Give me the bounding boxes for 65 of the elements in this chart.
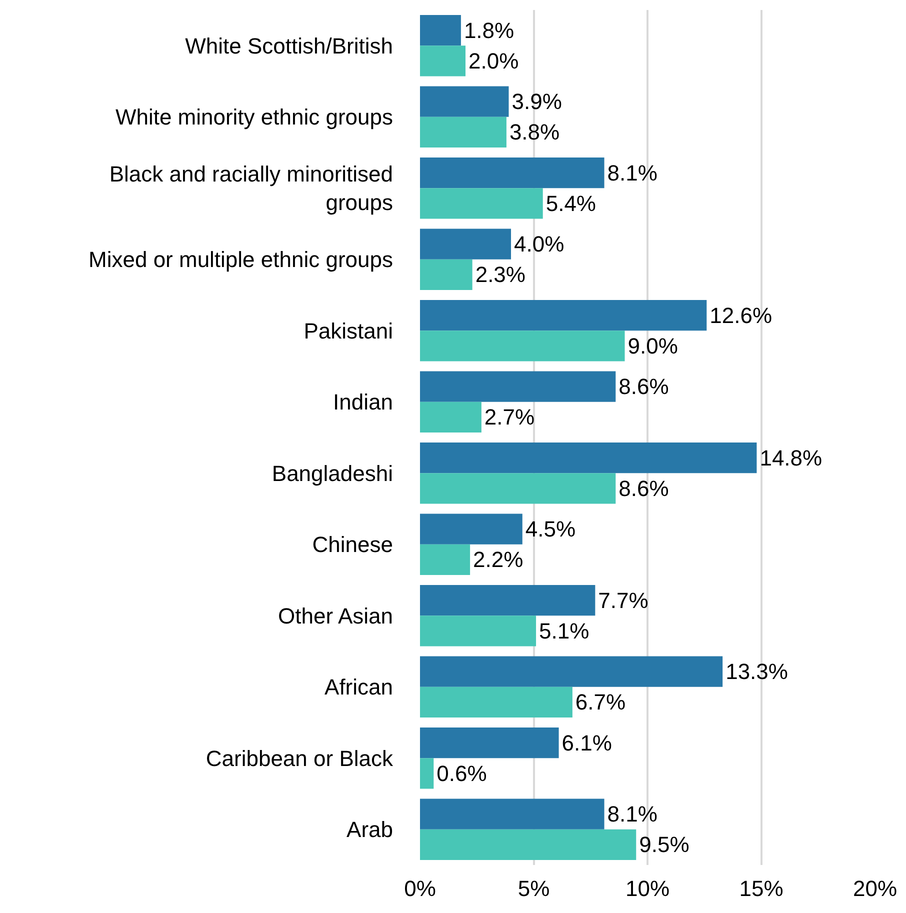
x-tick-label: 20% [852,876,898,901]
y-tick-label: African [324,674,393,700]
data-label: 8.6% [618,374,669,400]
x-tick-label: 15% [739,876,784,901]
bar [420,656,723,687]
data-label: 13.3% [726,659,788,684]
y-tick-label: White Scottish/British [185,33,393,58]
data-label: 6.7% [575,690,626,715]
data-label: 14.8% [760,445,822,470]
data-label: 5.4% [546,190,596,216]
bar [420,157,604,188]
bar [420,442,757,474]
bar [420,616,536,646]
bar [420,727,559,758]
bar [420,14,461,46]
bar [420,46,466,76]
data-label: 4.0% [514,232,564,257]
x-tick-label: 10% [625,876,670,901]
bar [420,473,616,504]
bar [420,544,470,576]
data-label: 12.6% [710,302,772,328]
bar [420,686,572,718]
bar [420,188,543,219]
bar [420,829,636,860]
data-label: 1.8% [464,18,514,43]
data-label: 2.0% [468,48,519,74]
data-label: 8.1% [607,802,658,827]
y-tick-label: Black and racially minoritised groups [109,162,393,216]
y-tick-label: Chinese [312,532,393,558]
data-label: 8.6% [618,476,669,501]
y-tick-label: Indian [333,390,393,415]
bar [420,758,434,789]
data-label: 8.1% [607,160,658,186]
bar [420,798,604,830]
data-label: 5.1% [539,618,590,644]
bar [420,402,482,433]
data-label: 3.8% [509,120,560,145]
bar [420,584,596,616]
y-tick-label: Other Asian [278,603,393,628]
data-label: 6.1% [562,730,612,756]
data-label: 2.2% [473,547,524,572]
bar [420,330,625,362]
data-label: 2.3% [475,262,526,288]
y-tick-label: Mixed or multiple ethnic groups [88,247,393,272]
bar [420,116,506,148]
data-label: 0.6% [436,760,487,786]
data-label: 9.0% [628,333,678,358]
bar [420,228,511,260]
bar [420,259,472,290]
data-label: 3.9% [512,89,562,114]
data-label: 2.7% [484,404,535,430]
data-label: 7.7% [598,588,648,613]
bar [420,371,616,402]
x-tick-label: 5% [518,876,550,901]
bar [420,86,509,117]
y-tick-label: White minority ethnic groups [115,104,393,130]
data-label: 9.5% [639,832,690,858]
data-label: 4.5% [525,516,576,542]
bar [420,514,522,544]
y-tick-label: Caribbean or Black [206,746,394,771]
y-tick-label: Arab [346,817,393,842]
y-tick-label: Pakistani [304,318,393,344]
y-tick-label: Bangladeshi [272,460,393,486]
x-tick-label: 0% [404,876,436,901]
bar [420,300,707,331]
